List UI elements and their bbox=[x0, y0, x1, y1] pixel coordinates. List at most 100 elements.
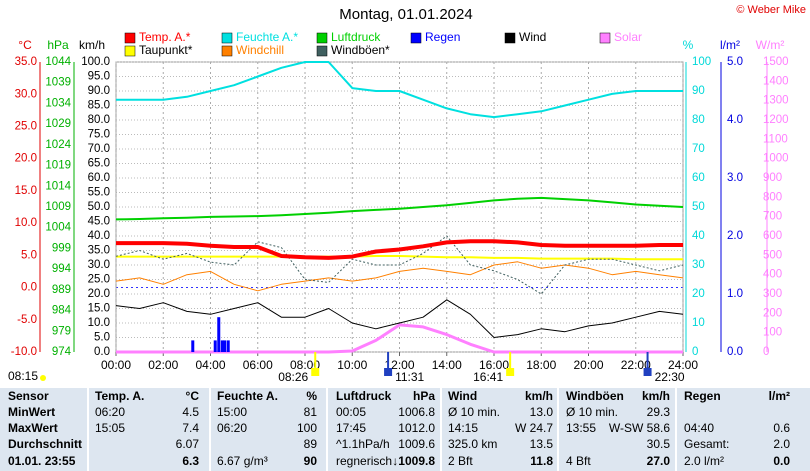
event-marker bbox=[40, 375, 46, 381]
y-tick-label: 0.0 bbox=[94, 346, 110, 358]
y-tick-label: 60.0 bbox=[88, 172, 110, 184]
table-cell: W 24.7 bbox=[515, 421, 553, 435]
y-tick-label: 1004 bbox=[45, 222, 71, 234]
table-cell: 6.3 bbox=[182, 454, 199, 468]
y-tick-label: 1009 bbox=[45, 201, 71, 213]
y-tick-label: 65.0 bbox=[88, 158, 110, 170]
legend-label: Feuchte A.* bbox=[236, 30, 298, 44]
y-tick-label: 1034 bbox=[45, 97, 71, 109]
table-cell: 100 bbox=[297, 421, 317, 435]
table-cell: Ø 10 min. bbox=[566, 405, 618, 419]
table-cell: 13.5 bbox=[530, 437, 554, 451]
axis-title: km/h bbox=[79, 38, 105, 52]
y-tick-label: 35.0 bbox=[88, 245, 110, 257]
legend-swatch bbox=[316, 45, 328, 57]
table-cell: Regen bbox=[684, 389, 721, 403]
y-tick-label: 0 bbox=[763, 346, 769, 358]
y-tick-label: 5.0 bbox=[94, 332, 110, 344]
legend-swatch bbox=[504, 32, 516, 44]
axis-title: W/m² bbox=[756, 38, 785, 52]
table-cell: 27.0 bbox=[647, 454, 671, 468]
table-cell: km/h bbox=[525, 389, 553, 403]
y-tick-label: 10.0 bbox=[88, 317, 110, 329]
y-tick-label: 20.0 bbox=[88, 288, 110, 300]
legend-label: Temp. A.* bbox=[139, 30, 191, 44]
table-cell: 06:20 bbox=[95, 405, 125, 419]
table-cell: 29.3 bbox=[647, 405, 671, 419]
table-cell: hPa bbox=[413, 389, 435, 403]
y-tick-label: 1400 bbox=[763, 75, 789, 87]
y-tick-label: 2.0 bbox=[727, 230, 743, 242]
y-tick-label: 4.0 bbox=[727, 114, 743, 126]
x-tick-label: 00:00 bbox=[101, 358, 131, 372]
table-cell: Durchschnitt bbox=[8, 437, 82, 451]
table-cell: 15:05 bbox=[95, 421, 125, 435]
y-tick-label: 10 bbox=[692, 317, 705, 329]
event-time: 22:30 bbox=[655, 370, 685, 384]
axis-title: % bbox=[683, 38, 694, 52]
y-tick-label: 974 bbox=[52, 346, 72, 358]
y-tick-label: -5.0 bbox=[17, 314, 37, 326]
rain-bar bbox=[213, 340, 217, 352]
y-tick-label: 20 bbox=[692, 288, 705, 300]
y-tick-label: 3.0 bbox=[727, 172, 743, 184]
table-cell: 13:55 bbox=[566, 421, 596, 435]
y-tick-label: 1014 bbox=[45, 180, 71, 192]
y-tick-label: 50.0 bbox=[88, 201, 110, 213]
y-tick-label: 30.0 bbox=[88, 259, 110, 271]
table-cell: 4 Bft bbox=[566, 454, 591, 468]
table-cell: ^1.1hPa/h bbox=[336, 437, 390, 451]
event-marker bbox=[384, 368, 393, 376]
table-cell: 90 bbox=[304, 454, 318, 468]
table-cell: 13.0 bbox=[530, 405, 554, 419]
series-line bbox=[116, 239, 683, 260]
y-tick-label: 25.0 bbox=[15, 120, 37, 132]
y-tick-label: 40 bbox=[692, 230, 705, 242]
x-tick-label: 16:00 bbox=[479, 358, 509, 372]
rain-bar bbox=[226, 340, 230, 352]
event-time: 08:15 bbox=[8, 369, 38, 383]
y-tick-label: 500 bbox=[763, 249, 782, 261]
y-tick-label: 70 bbox=[692, 143, 705, 155]
table-cell: 17:45 bbox=[336, 421, 366, 435]
table-cell: Windböen bbox=[566, 389, 624, 403]
series-line bbox=[115, 235, 684, 295]
y-tick-label: -10.0 bbox=[11, 346, 37, 358]
y-tick-label: 45.0 bbox=[88, 216, 110, 228]
table-cell: 2.0 l/m² bbox=[684, 454, 724, 468]
series-line bbox=[115, 196, 684, 221]
y-tick-label: 1019 bbox=[45, 160, 71, 172]
y-tick-label: 55.0 bbox=[88, 187, 110, 199]
y-tick-label: 15.0 bbox=[88, 303, 110, 315]
legend-swatch bbox=[599, 32, 611, 44]
y-tick-label: 60 bbox=[692, 172, 705, 184]
table-cell: Sensor bbox=[8, 389, 49, 403]
legend-swatch bbox=[316, 32, 328, 44]
x-tick-label: 22:00 bbox=[621, 358, 651, 372]
table-cell: 2 Bft bbox=[448, 454, 473, 468]
y-tick-label: 1039 bbox=[45, 77, 71, 89]
table-cell: 04:40 bbox=[684, 421, 714, 435]
event-time: 11:31 bbox=[395, 370, 424, 384]
y-tick-label: 85.0 bbox=[88, 100, 110, 112]
event-marker bbox=[506, 368, 515, 376]
legend-swatch bbox=[410, 32, 422, 44]
table-cell: 1012.0 bbox=[398, 421, 435, 435]
table-cell: 4.5 bbox=[182, 405, 199, 419]
x-tick-label: 14:00 bbox=[432, 358, 462, 372]
y-tick-label: 1300 bbox=[763, 95, 789, 107]
table-cell: 7.4 bbox=[182, 421, 199, 435]
y-tick-label: 35.0 bbox=[15, 56, 37, 68]
series-line bbox=[115, 261, 684, 292]
series-line bbox=[115, 299, 684, 338]
rain-bar bbox=[217, 317, 221, 352]
y-tick-label: 0 bbox=[692, 346, 698, 358]
table-cell: ↓1009.8 bbox=[392, 454, 435, 468]
axis-title: °C bbox=[18, 38, 32, 52]
event-marker bbox=[311, 368, 320, 376]
y-tick-label: 50 bbox=[692, 201, 705, 213]
rain-bar bbox=[220, 340, 224, 352]
y-tick-label: 999 bbox=[52, 242, 71, 254]
axis-title: hPa bbox=[47, 38, 69, 52]
